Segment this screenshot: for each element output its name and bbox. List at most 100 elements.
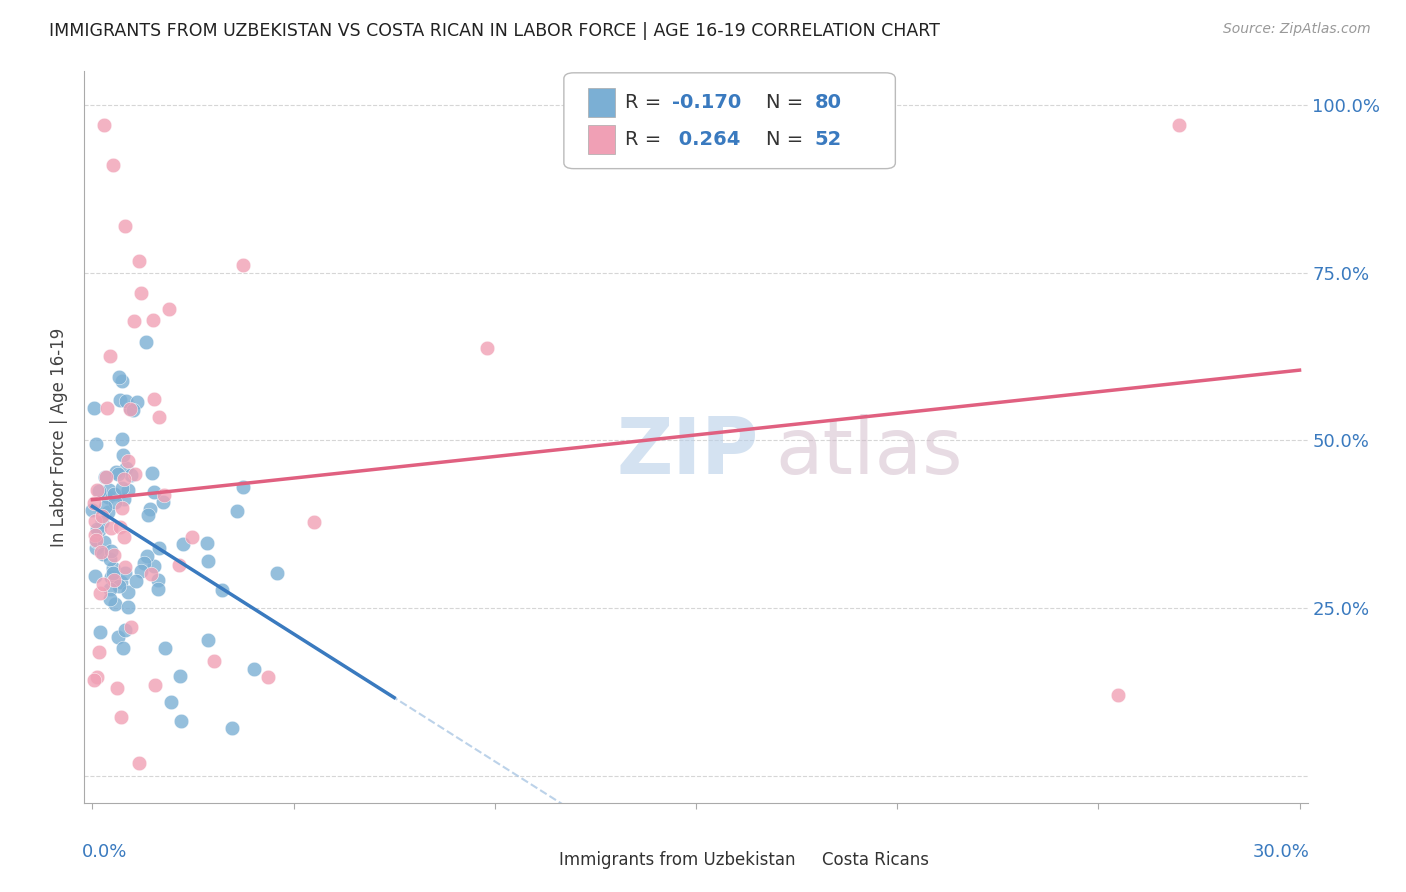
Point [84, 533, 107, 548]
Point [117, 584, 139, 599]
Point [115, 461, 138, 475]
Point [173, 536, 195, 550]
Point [83, 401, 105, 416]
Point [114, 560, 136, 574]
Point [93, 118, 115, 132]
Point [243, 662, 266, 676]
Point [89, 483, 111, 498]
Point [111, 448, 134, 462]
Point [86, 522, 108, 536]
Point [83, 673, 105, 688]
Point [148, 541, 170, 556]
Point [84, 514, 107, 528]
Point [98, 551, 121, 566]
Point [84, 437, 107, 451]
Point [115, 394, 138, 409]
Y-axis label: In Labor Force | Age 16-19: In Labor Force | Age 16-19 [51, 327, 69, 547]
Point [120, 401, 142, 416]
FancyBboxPatch shape [564, 73, 896, 169]
Point [197, 633, 219, 648]
FancyBboxPatch shape [588, 88, 616, 118]
Point [82, 502, 104, 516]
Point [84, 568, 107, 582]
Point [160, 695, 183, 709]
Text: R =: R = [626, 94, 668, 112]
Point [98, 349, 121, 363]
Point [211, 583, 233, 598]
Point [148, 410, 170, 425]
Point [1167, 118, 1189, 132]
Point [110, 710, 132, 724]
Text: 52: 52 [814, 130, 842, 149]
Point [108, 370, 131, 384]
Point [104, 495, 127, 509]
Point [94, 470, 117, 484]
Point [180, 530, 202, 544]
Point [104, 465, 127, 479]
Point [103, 487, 125, 501]
Text: Immigrants from Uzbekistan: Immigrants from Uzbekistan [560, 851, 796, 869]
Point [114, 623, 136, 637]
Point [114, 566, 136, 580]
Point [117, 483, 139, 498]
Point [83, 527, 105, 541]
Point [108, 519, 131, 533]
Point [232, 480, 254, 494]
Point [114, 219, 136, 233]
Text: Source: ZipAtlas.com: Source: ZipAtlas.com [1223, 22, 1371, 37]
Point [152, 495, 174, 509]
Point [143, 392, 166, 407]
Point [155, 641, 177, 656]
Point [221, 721, 243, 735]
Point [141, 466, 163, 480]
FancyBboxPatch shape [588, 125, 616, 154]
Point [111, 501, 134, 516]
Point [120, 620, 142, 634]
Text: 0.264: 0.264 [672, 130, 740, 149]
Point [256, 670, 278, 684]
Point [86, 670, 108, 684]
Point [110, 575, 132, 590]
Point [129, 285, 152, 300]
Point [107, 467, 129, 481]
Point [83, 496, 105, 510]
Text: 0.0%: 0.0% [82, 843, 128, 861]
FancyBboxPatch shape [524, 849, 550, 871]
Text: N =: N = [766, 130, 810, 149]
Point [103, 573, 125, 587]
Point [124, 467, 146, 482]
Point [117, 599, 139, 614]
Point [146, 573, 169, 587]
Point [104, 597, 127, 611]
Point [93, 535, 115, 549]
Point [266, 566, 288, 580]
Point [105, 681, 128, 696]
Text: ZIP: ZIP [616, 414, 759, 490]
Point [112, 640, 135, 655]
Point [98, 582, 121, 596]
Text: R =: R = [626, 130, 668, 149]
Point [111, 432, 134, 446]
Point [142, 485, 165, 500]
Point [90, 509, 112, 524]
Point [129, 564, 152, 578]
Point [128, 253, 150, 268]
Point [91, 515, 114, 529]
Text: atlas: atlas [776, 414, 963, 490]
Point [86, 483, 108, 497]
Point [128, 756, 150, 770]
Point [142, 312, 165, 326]
Point [93, 577, 115, 591]
Point [107, 630, 129, 644]
Point [84, 533, 107, 548]
Point [112, 472, 135, 486]
Point [103, 549, 125, 563]
Point [195, 536, 218, 550]
Point [97, 483, 120, 498]
Point [157, 302, 180, 317]
Text: N =: N = [766, 94, 810, 112]
Point [475, 342, 498, 356]
Point [101, 158, 124, 172]
Point [112, 530, 135, 544]
Point [111, 481, 134, 495]
